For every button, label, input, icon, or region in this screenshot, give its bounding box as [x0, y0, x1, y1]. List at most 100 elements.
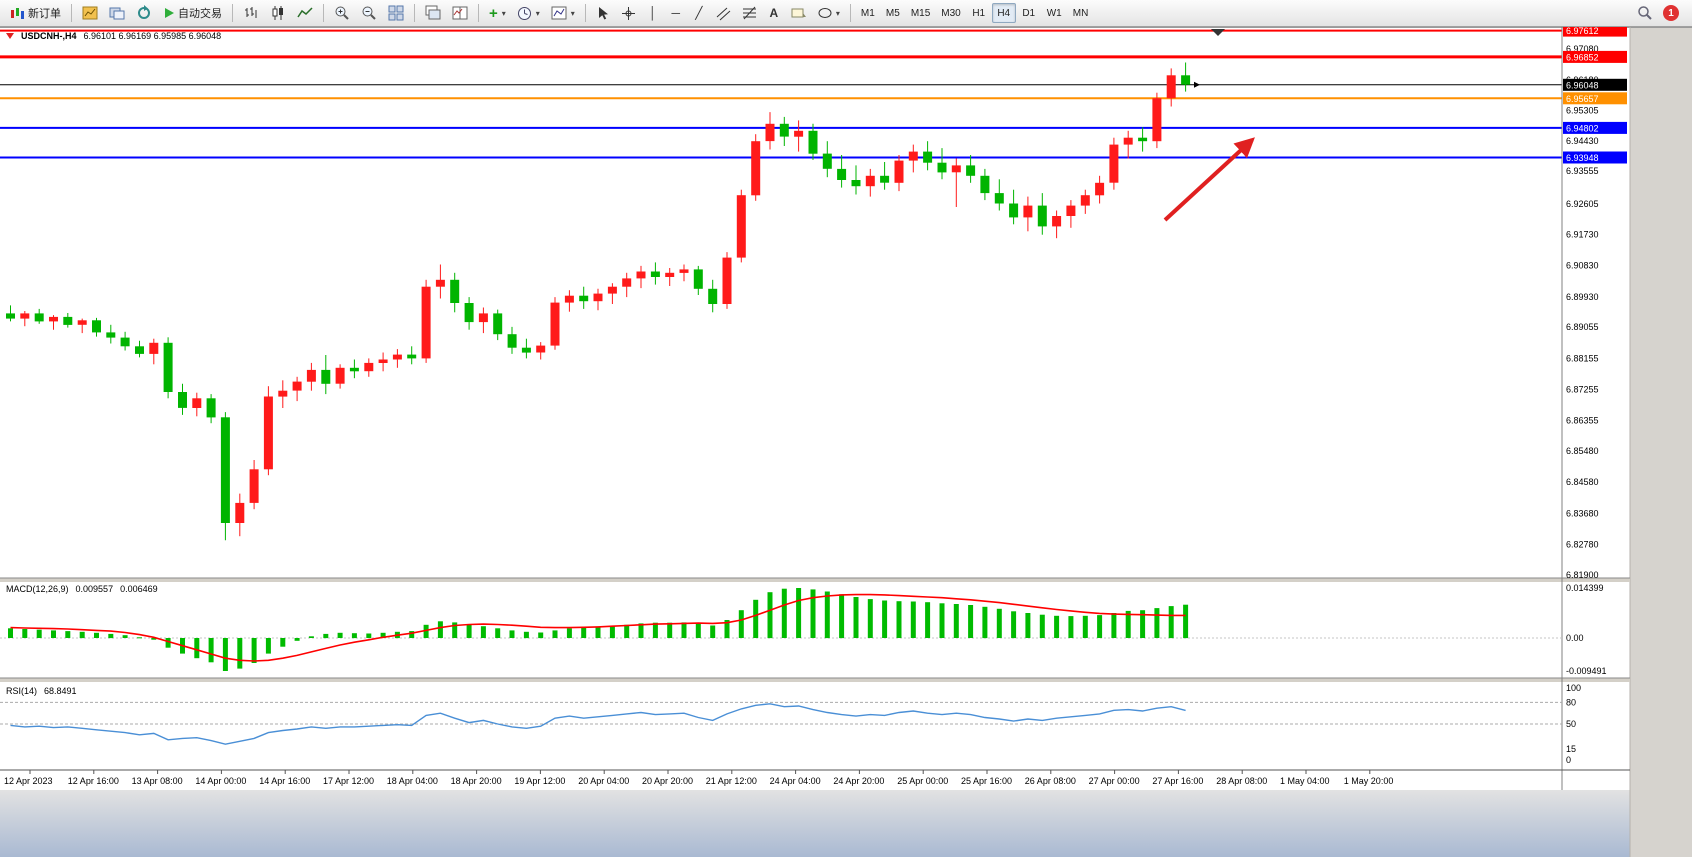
svg-text:6.89055: 6.89055: [1566, 322, 1599, 332]
text-tool-button[interactable]: A: [763, 2, 785, 24]
search-button[interactable]: [1632, 2, 1658, 24]
separator: [71, 4, 72, 22]
svg-text:6.93555: 6.93555: [1566, 166, 1599, 176]
svg-text:25 Apr 16:00: 25 Apr 16:00: [961, 776, 1012, 786]
chevron-down-icon: ▾: [570, 8, 575, 18]
timeframe-h1-button[interactable]: H1: [972, 7, 986, 19]
auto-trading-button[interactable]: 自动交易: [158, 2, 227, 24]
new-order-button[interactable]: 新订单: [5, 2, 66, 24]
line-chart-button[interactable]: [292, 2, 318, 24]
svg-text:6.89930: 6.89930: [1566, 292, 1599, 302]
svg-text:25 Apr 00:00: 25 Apr 00:00: [897, 776, 948, 786]
label-tool-button[interactable]: [786, 2, 812, 24]
vertical-line-icon: │: [649, 6, 657, 20]
new-order-label: 新订单: [28, 8, 61, 20]
panel-splitter[interactable]: [0, 577, 1630, 682]
price-badge: 6.96852: [1563, 50, 1627, 63]
svg-text:6.84580: 6.84580: [1566, 477, 1599, 487]
channel-tool-button[interactable]: [711, 2, 736, 24]
trendline-tool-button[interactable]: ╱: [688, 2, 710, 24]
timeframe-m5-button[interactable]: M5: [885, 7, 900, 19]
crosshair-icon: [621, 6, 636, 21]
rsi-panel: 100 80 50 150: [0, 683, 1581, 765]
new-chart-icon: [82, 5, 98, 21]
new-chart-button[interactable]: [77, 2, 103, 24]
timeframe-m1-button[interactable]: M1: [860, 7, 875, 19]
trend-arrow[interactable]: [1163, 137, 1255, 222]
macd-name: MACD(12,26,9): [6, 584, 69, 594]
svg-text:6.96048: 6.96048: [1566, 80, 1599, 90]
svg-text:6.97612: 6.97612: [1566, 27, 1599, 36]
svg-text:0.014399: 0.014399: [1566, 583, 1604, 593]
svg-text:100: 100: [1566, 683, 1581, 693]
horizontal-line-tool-button[interactable]: ─: [665, 2, 687, 24]
arrange-tile-button[interactable]: [447, 2, 473, 24]
indicator-plus-icon: +: [489, 4, 498, 22]
zoom-out-button[interactable]: [356, 2, 382, 24]
shapes-tool-button[interactable]: ▾: [813, 2, 845, 24]
chevron-down-icon: ▾: [501, 8, 506, 18]
timeframe-m15-button[interactable]: M15: [910, 7, 931, 19]
notification-badge[interactable]: 1: [1663, 5, 1679, 21]
svg-text:14 Apr 00:00: 14 Apr 00:00: [195, 776, 246, 786]
timeframe-m30-button[interactable]: M30: [941, 7, 961, 19]
svg-text:26 Apr 08:00: 26 Apr 08:00: [1025, 776, 1076, 786]
separator: [849, 4, 851, 22]
profiles-button[interactable]: [104, 2, 130, 24]
timeframe-w1-button[interactable]: W1: [1046, 7, 1062, 19]
indicators-button[interactable]: + ▾: [484, 2, 511, 24]
tile-windows-button[interactable]: [383, 2, 409, 24]
template-icon: [551, 5, 567, 21]
vertical-line-tool-button[interactable]: │: [642, 2, 664, 24]
bar-chart-icon: [243, 5, 259, 21]
macd-label-row: MACD(12,26,9) 0.009557 0.006469: [6, 584, 158, 594]
refresh-button[interactable]: [131, 2, 157, 24]
separator: [323, 4, 324, 22]
rsi-name: RSI(14): [6, 686, 38, 696]
horizontal-line-icon: ─: [671, 6, 681, 20]
svg-text:80: 80: [1566, 697, 1576, 707]
svg-text:-0.009491: -0.009491: [1566, 666, 1607, 676]
svg-text:6.86355: 6.86355: [1566, 416, 1599, 426]
zoom-in-icon: [334, 5, 350, 21]
status-strip: [0, 790, 1630, 857]
candlestick-chart-button[interactable]: [265, 2, 291, 24]
fibonacci-icon: [742, 6, 757, 21]
svg-text:6.96852: 6.96852: [1566, 52, 1599, 62]
svg-text:0: 0: [1566, 755, 1571, 765]
svg-text:17 Apr 12:00: 17 Apr 12:00: [323, 776, 374, 786]
templates-button[interactable]: ▾: [546, 2, 580, 24]
line-chart-icon: [297, 5, 313, 21]
separator: [584, 4, 586, 22]
trendline-icon: ╱: [695, 6, 703, 20]
svg-text:6.97080: 6.97080: [1566, 44, 1599, 54]
clock-icon: [517, 6, 532, 21]
crosshair-tool-button[interactable]: [616, 2, 641, 24]
zoom-in-button[interactable]: [329, 2, 355, 24]
chevron-down-icon: ▾: [535, 8, 540, 18]
time-axis[interactable]: 12 Apr 2023 12 Apr 16:00 13 Apr 08:00 14 Ap…: [0, 769, 1630, 786]
search-icon: [1637, 5, 1653, 21]
chart-canvas[interactable]: 6.970806.961806.953056.944306.935556.926…: [0, 27, 1692, 857]
fibonacci-tool-button[interactable]: [737, 2, 762, 24]
bar-chart-button[interactable]: [238, 2, 264, 24]
chart-shift-marker[interactable]: [1211, 29, 1225, 36]
auto-trading-label: 自动交易: [178, 8, 222, 20]
timeframe-mn-button[interactable]: MN: [1072, 7, 1089, 19]
candles: [6, 62, 1191, 541]
timeframe-h4-button[interactable]: H4: [991, 3, 1016, 23]
svg-text:6.95305: 6.95305: [1566, 106, 1599, 116]
cursor-tool-button[interactable]: [591, 2, 615, 24]
svg-text:6.85480: 6.85480: [1566, 446, 1599, 456]
svg-text:6.95657: 6.95657: [1566, 94, 1599, 104]
price-badge: 6.95657: [1563, 92, 1627, 105]
periods-button[interactable]: ▾: [512, 2, 545, 24]
timeframe-d1-button[interactable]: D1: [1022, 7, 1036, 19]
arrange-cascade-button[interactable]: [420, 2, 446, 24]
svg-text:12 Apr 2023: 12 Apr 2023: [4, 776, 53, 786]
tile-windows-icon: [388, 5, 404, 21]
svg-text:1 May 04:00: 1 May 04:00: [1280, 776, 1330, 786]
rsi-value: 68.8491: [44, 686, 77, 696]
shapes-icon: [818, 7, 832, 19]
svg-text:18 Apr 20:00: 18 Apr 20:00: [451, 776, 502, 786]
